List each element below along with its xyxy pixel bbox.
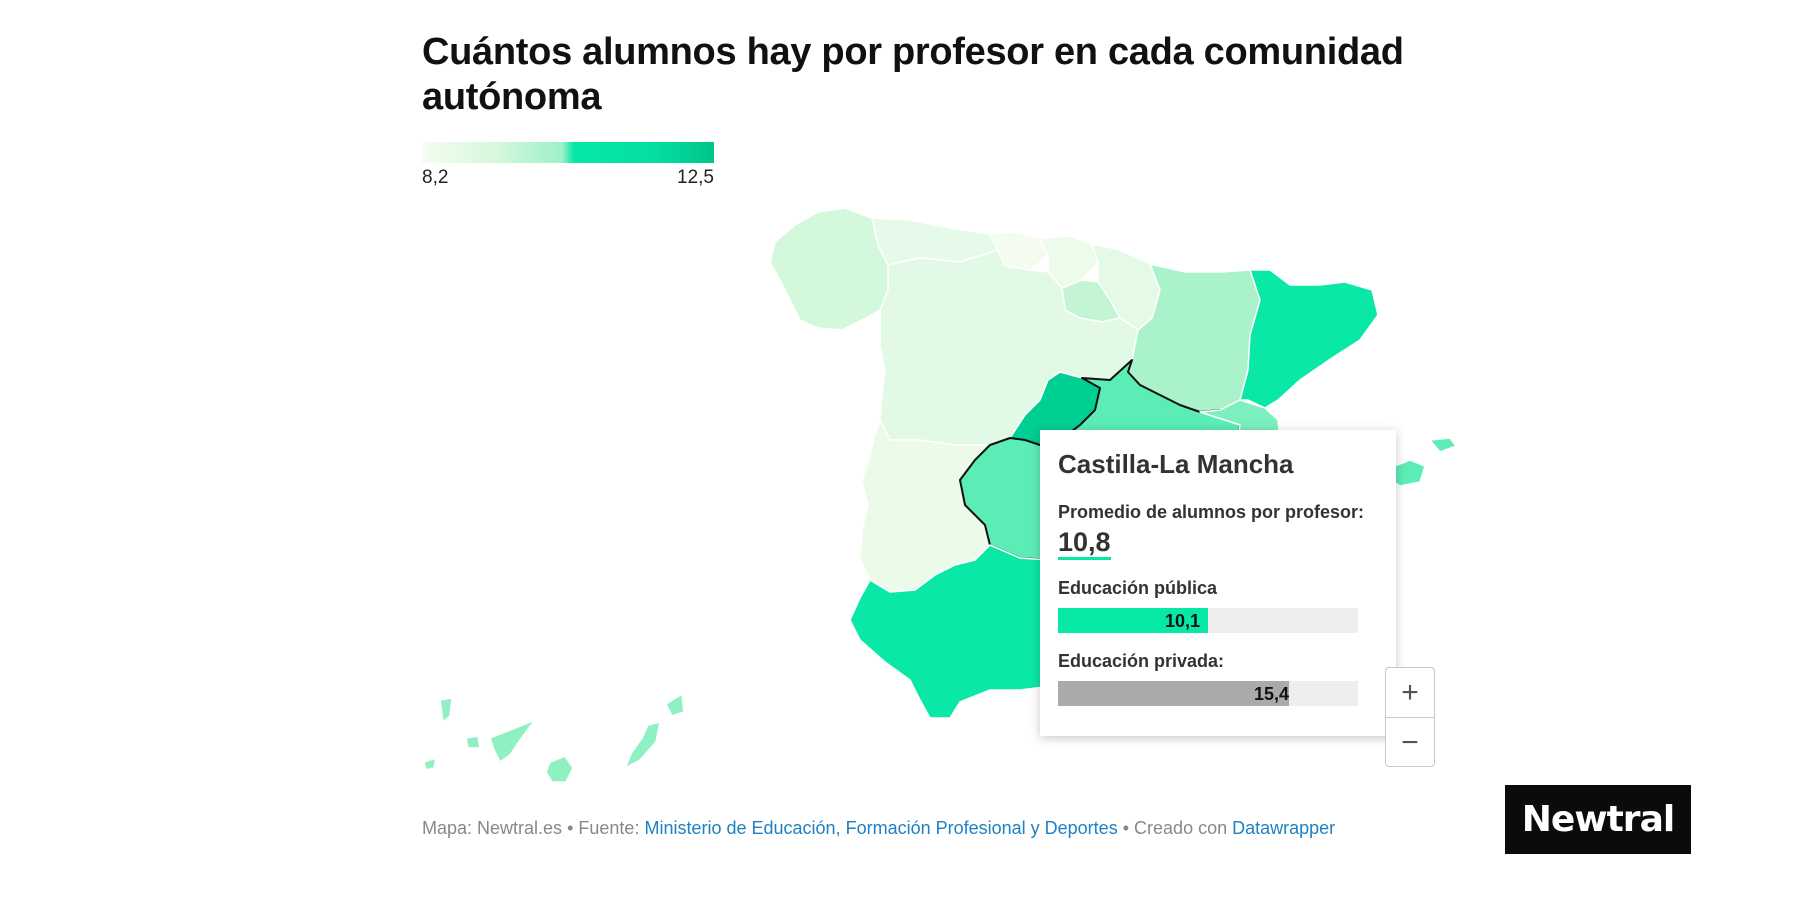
- region-canarias-fuerteventura[interactable]: [624, 721, 661, 769]
- private-education-value: 15,4: [1253, 684, 1289, 704]
- private-education-bar: 15,4: [1058, 681, 1358, 706]
- public-education-bar-fill: [1058, 608, 1208, 633]
- tooltip-region-name: Castilla-La Mancha: [1058, 449, 1294, 479]
- zoom-control: + −: [1385, 667, 1435, 767]
- region-canarias-elhierro[interactable]: [423, 757, 437, 771]
- region-tooltip: Castilla-La Mancha Promedio de alumnos p…: [1040, 430, 1396, 736]
- legend-min-label: 8,2: [422, 167, 449, 188]
- legend-max-label: 12,5: [677, 167, 714, 188]
- source-prefix: Fuente:: [578, 818, 640, 838]
- region-canarias-tenerife[interactable]: [489, 719, 536, 763]
- region-canarias-grancanaria[interactable]: [545, 755, 574, 783]
- region-canarias-gomera[interactable]: [465, 735, 481, 749]
- legend-gradient-bar: [422, 142, 714, 163]
- tooltip-average-label: Promedio de alumnos por profesor:: [1058, 502, 1365, 522]
- region-canarias-lapalma[interactable]: [439, 697, 453, 723]
- newtral-logo: Newtral: [1505, 785, 1691, 854]
- datawrapper-link[interactable]: Datawrapper: [1232, 818, 1336, 838]
- public-education-bar: 10,1: [1058, 608, 1358, 633]
- footer-separator: •: [567, 818, 574, 838]
- map-credit: Mapa: Newtral.es: [422, 818, 563, 838]
- map-footer: Mapa: Newtral.es • Fuente: Ministerio de…: [422, 818, 1335, 839]
- footer-separator-2: •: [1122, 818, 1130, 838]
- private-education-bar-fill: [1058, 681, 1289, 706]
- zoom-in-button[interactable]: +: [1401, 675, 1419, 709]
- zoom-out-button[interactable]: −: [1386, 717, 1434, 767]
- map-title: Cuántos alumnos hay por profesor en cada…: [422, 31, 1404, 118]
- tooltip-private-label: Educación privada:: [1058, 651, 1225, 671]
- region-canarias-lanzarote[interactable]: [665, 693, 685, 717]
- created-prefix: Creado con: [1134, 818, 1228, 838]
- region-menorca[interactable]: [1429, 437, 1457, 453]
- tooltip-public-label: Educación pública: [1058, 578, 1218, 598]
- color-legend: 8,2 12,5: [422, 142, 714, 188]
- source-link[interactable]: Ministerio de Educación, Formación Profe…: [644, 818, 1118, 838]
- newtral-logo-text: Newtral: [1521, 799, 1675, 840]
- public-education-value: 10,1: [1164, 611, 1200, 631]
- tooltip-average-value: 10,8: [1058, 527, 1111, 560]
- region-cataluna[interactable]: [1239, 269, 1379, 409]
- region-galicia[interactable]: [769, 207, 889, 331]
